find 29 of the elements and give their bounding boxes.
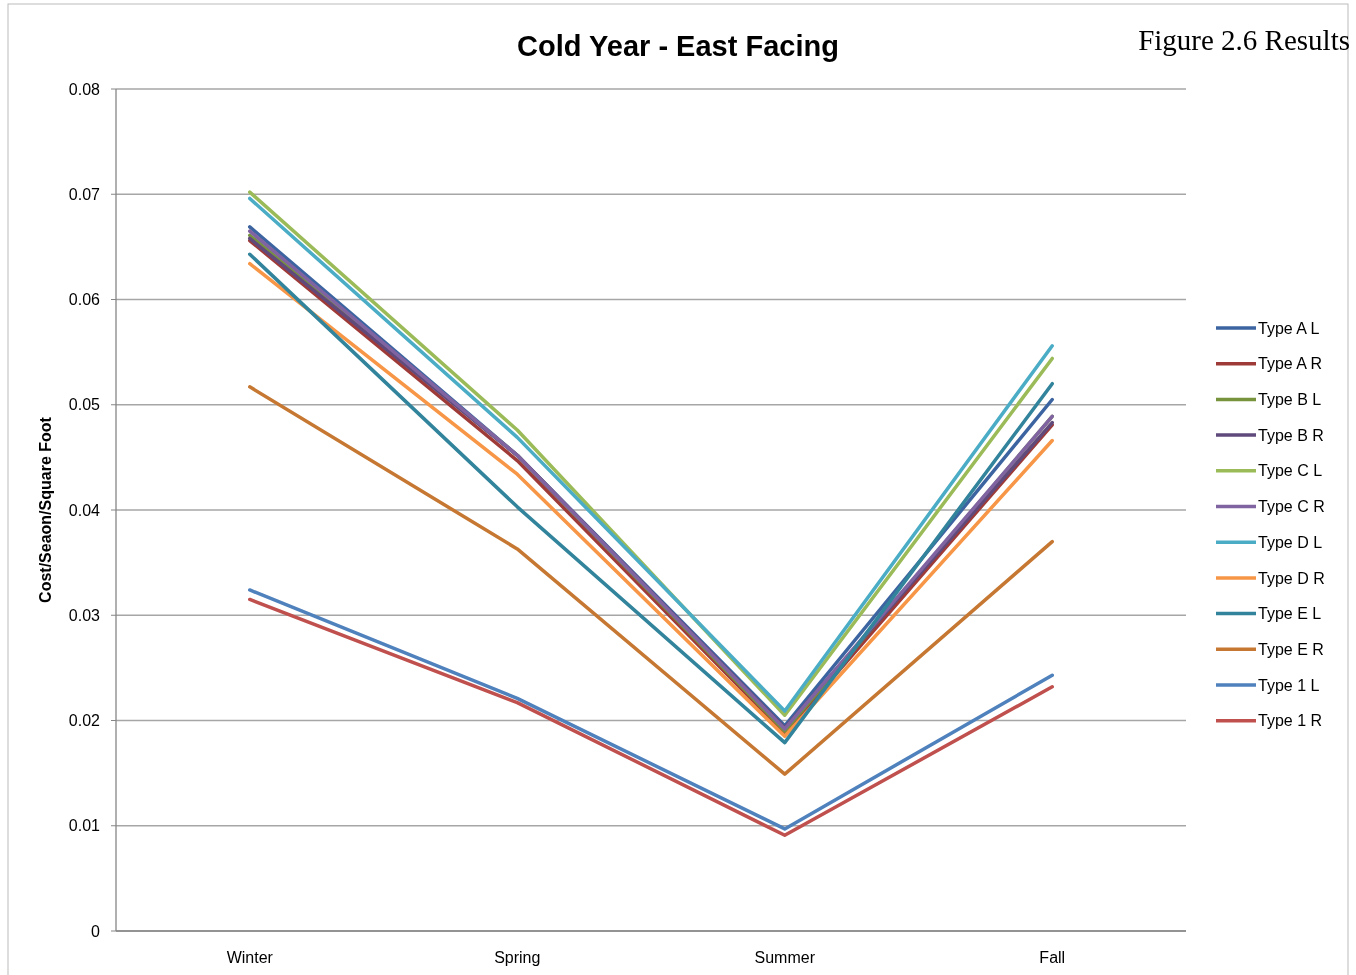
- legend-label: Type 1 L: [1258, 676, 1320, 694]
- line-series: [248, 385, 1054, 776]
- y-tick-label: 0.06: [68, 291, 101, 309]
- x-tick-label: Winter: [226, 949, 274, 966]
- legend-label: Type E R: [1258, 640, 1324, 658]
- x-tick-label: Spring: [494, 949, 541, 966]
- legend-label: Type D L: [1258, 533, 1323, 551]
- y-tick-label: 0.07: [68, 185, 101, 203]
- chart-title: Cold Year - East Facing: [517, 30, 839, 62]
- y-tick-label: 0: [91, 922, 101, 940]
- x-tick-label: Fall: [1039, 949, 1066, 966]
- y-tick-label: 0.02: [68, 712, 101, 730]
- legend-label: Type 1 R: [1258, 712, 1323, 730]
- y-tick-label: 0.03: [68, 606, 101, 624]
- caption: Figure 2.6 Results: [1138, 24, 1350, 56]
- y-tick-label: 0.08: [68, 80, 101, 98]
- legend-label: Type A L: [1258, 319, 1320, 337]
- legend-label: Type E L: [1258, 605, 1322, 623]
- legend-label: Type C L: [1258, 462, 1323, 480]
- legend-label: Type A R: [1258, 355, 1323, 373]
- y-axis-title: Cost/Seaon/Square Foot: [37, 416, 54, 603]
- y-tick-label: 0.05: [68, 396, 101, 414]
- y-tick-label: 0.04: [68, 501, 101, 519]
- y-tick-label: 0.01: [68, 817, 101, 835]
- legend-label: Type B R: [1258, 426, 1324, 444]
- legend-label: Type D R: [1258, 569, 1325, 587]
- x-tick-label: Summer: [754, 949, 816, 966]
- legend-label: Type C R: [1258, 498, 1325, 516]
- legend-label: Type B L: [1258, 391, 1322, 408]
